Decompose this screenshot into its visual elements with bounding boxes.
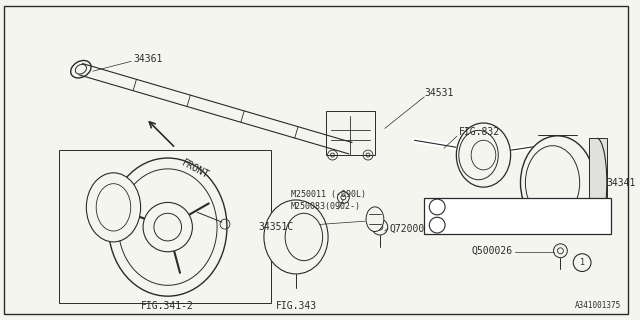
Text: Q500015 (0908-): Q500015 (0908-) [454, 220, 529, 230]
Text: FIG.341-2: FIG.341-2 [141, 301, 194, 311]
Ellipse shape [340, 138, 360, 153]
Ellipse shape [118, 169, 217, 285]
Text: 34531: 34531 [424, 88, 454, 98]
Text: M250011 (-090L): M250011 (-090L) [291, 190, 366, 199]
Text: A341001375: A341001375 [575, 301, 621, 310]
Text: FIG.832: FIG.832 [459, 127, 500, 137]
Text: 1: 1 [435, 203, 440, 212]
Bar [60, 150, 271, 303]
Bar [589, 138, 607, 227]
Text: 34361: 34361 [133, 54, 163, 64]
Ellipse shape [471, 140, 496, 170]
Circle shape [154, 213, 182, 241]
Ellipse shape [459, 130, 499, 180]
Ellipse shape [76, 64, 86, 74]
Ellipse shape [366, 207, 384, 232]
Ellipse shape [264, 200, 328, 274]
Text: Q500026: Q500026 [472, 246, 513, 256]
Text: 34341: 34341 [607, 178, 636, 188]
Text: 1: 1 [435, 220, 440, 230]
Circle shape [143, 203, 193, 252]
Ellipse shape [70, 60, 91, 78]
Ellipse shape [456, 123, 511, 187]
Ellipse shape [337, 116, 364, 154]
Text: FRONT: FRONT [180, 158, 210, 181]
Ellipse shape [520, 136, 595, 229]
Ellipse shape [109, 158, 227, 296]
Text: FIG.343: FIG.343 [275, 301, 317, 311]
Ellipse shape [285, 213, 323, 261]
Polygon shape [79, 64, 352, 154]
Text: Q500026(-0908): Q500026(-0908) [454, 203, 524, 212]
Bar [424, 198, 611, 234]
Ellipse shape [525, 146, 580, 220]
Text: 34351C: 34351C [259, 222, 294, 232]
Ellipse shape [96, 184, 131, 231]
Text: M250083(0902-): M250083(0902-) [291, 202, 361, 211]
Ellipse shape [86, 173, 141, 242]
Text: Q720002: Q720002 [390, 224, 431, 234]
Text: 1: 1 [580, 258, 585, 267]
Bar [326, 111, 375, 155]
